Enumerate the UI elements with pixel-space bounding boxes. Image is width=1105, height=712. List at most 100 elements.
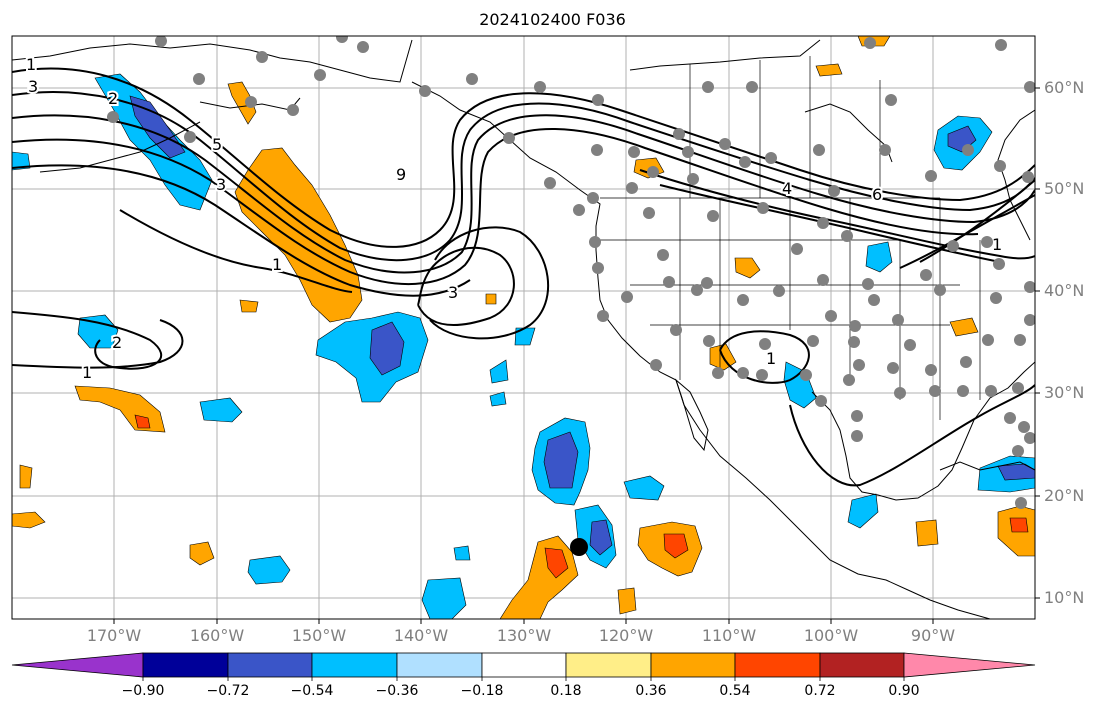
colorbar-segment [396,652,483,678]
lon-label: 100°W [803,626,859,645]
station-dot [707,210,719,222]
station-dot [807,335,819,347]
lat-label: 60°N [1044,78,1085,97]
station-dot [995,39,1007,51]
station-dot [592,262,604,274]
lon-label: 150°W [291,626,347,645]
colorbar-tick-label: −0.36 [375,683,419,699]
contour-label: 3 [448,283,458,302]
contour-label: 2 [108,89,118,108]
colorbar-tick-label: 0.36 [635,683,667,699]
station-dot [1024,81,1035,93]
lon-label: 170°W [86,626,142,645]
station-dot [920,269,932,281]
contour-label: 1 [26,55,36,74]
station-dot [925,364,937,376]
station-dot [626,182,638,194]
station-dot [534,81,546,93]
station-dot [892,314,904,326]
station-dot [1004,412,1016,424]
contour-label: 1 [82,363,92,382]
station-dot [503,132,515,144]
station-dot [853,359,865,371]
station-dot [1024,281,1035,293]
station-dot [841,230,853,242]
station-dot [628,146,640,158]
station-dot [990,292,1002,304]
contour-label: 1 [766,349,776,368]
station-dot [1024,432,1035,444]
contour-label: 6 [872,185,882,204]
lat-label: 40°N [1044,281,1085,300]
storm-center-marker [570,538,588,556]
colorbar-segment [142,652,229,678]
station-dot [757,202,769,214]
lon-label: 120°W [598,626,654,645]
station-dot [193,73,205,85]
station-dot [107,111,119,123]
contour-label: 5 [212,135,222,154]
contour-labels: 1 3 2 5 3 9 3 1 2 1 1 4 6 1 [24,53,1004,384]
station-dot [701,277,713,289]
station-dot [765,152,777,164]
station-dot [737,294,749,306]
station-markers [107,36,1035,509]
colorbar-tick-label: −0.54 [290,683,334,699]
lon-label: 160°W [189,626,245,645]
colorbar-tick-label: −0.72 [206,683,250,699]
station-dot [756,369,768,381]
station-dot [419,85,431,97]
station-dot [737,367,749,379]
station-dot [621,291,633,303]
station-dot [759,338,771,350]
colorbar-segment [903,652,1036,678]
coastlines [12,39,1035,619]
contour-label: 9 [396,165,406,184]
contour-label: 2 [112,333,122,352]
map-title: 2024102400 F036 [479,10,626,29]
station-dot [746,81,758,93]
colorbar-tick-label: 0.54 [719,683,751,699]
station-dot [670,324,682,336]
station-dot [643,207,655,219]
station-dot [663,276,675,288]
contour-lines [12,67,1035,487]
station-dot [851,430,863,442]
colorbar-tick-label: 0.72 [804,683,836,699]
lat-label: 50°N [1044,179,1085,198]
station-dot [851,410,863,422]
lon-label: 90°W [910,626,956,645]
contour-label: 1 [992,235,1002,254]
station-dot [336,36,348,43]
colorbar-segment [734,652,821,678]
station-dot [687,173,699,185]
positive-anomaly-region [234,147,363,323]
station-dot [314,69,326,81]
colorbar-segment [227,652,313,678]
station-dot [962,144,974,156]
station-dot [587,192,599,204]
station-dot [879,144,891,156]
station-dot [155,36,167,47]
station-dot [985,385,997,397]
station-dot [702,81,714,93]
station-dot [848,336,860,348]
shaded-field [12,36,1035,619]
station-dot [287,104,299,116]
station-dot [739,156,751,168]
lon-label: 110°W [701,626,757,645]
lat-label: 30°N [1044,383,1085,402]
station-dot [592,94,604,106]
station-dot [1012,445,1024,457]
station-dot [925,170,937,182]
negative-anomaly-region [94,73,213,211]
colorbar-segment [11,652,144,678]
station-dot [894,387,906,399]
station-dot [825,310,837,322]
station-dot [1014,334,1026,346]
station-dot [862,278,874,290]
lon-label: 130°W [496,626,552,645]
station-dot [719,138,731,150]
station-dot [712,367,724,379]
